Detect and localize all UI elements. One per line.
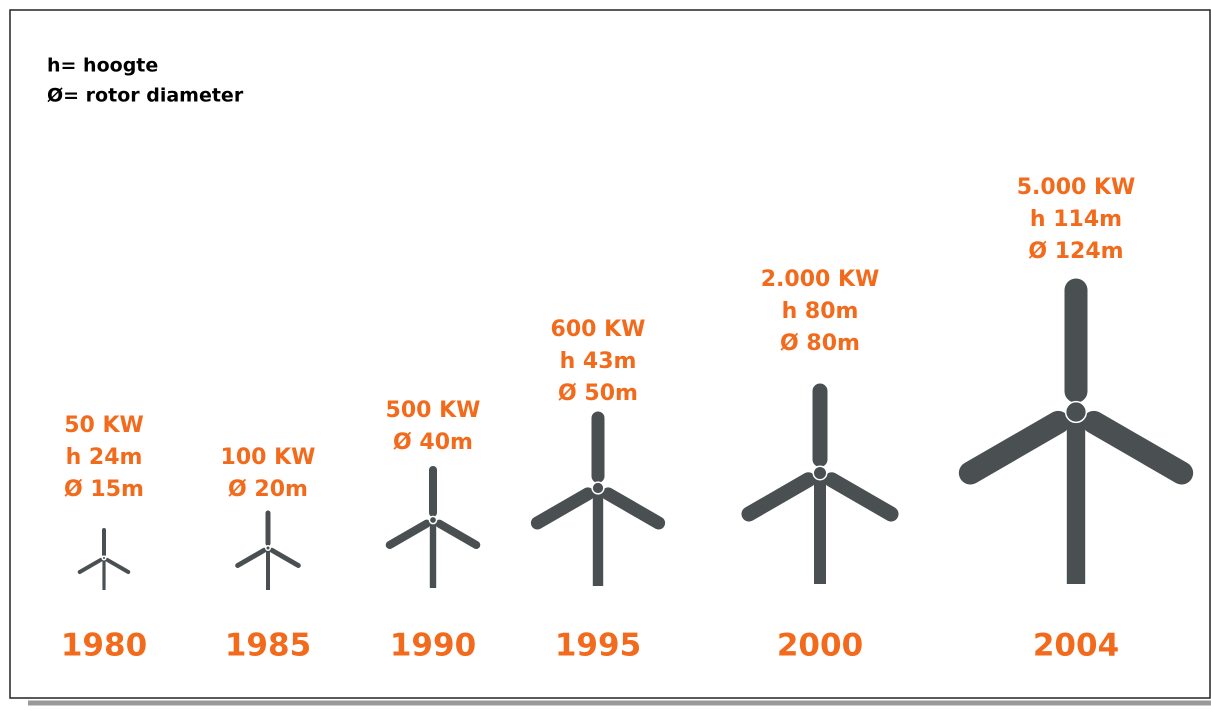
turbine-year: 1990 (390, 628, 476, 664)
legend-line: Ø= rotor diameter (47, 85, 244, 107)
turbine-spec: h 24m (66, 445, 143, 470)
blade (601, 487, 666, 530)
turbine-spec: 2.000 KW (761, 267, 880, 292)
hub (101, 555, 107, 561)
turbine-icon (741, 383, 899, 584)
turbine-spec: 600 KW (551, 317, 646, 342)
hub (591, 481, 605, 495)
hub (812, 465, 828, 481)
turbine-year: 2000 (777, 628, 863, 664)
frame (9, 9, 1211, 699)
turbine-year: 1985 (225, 628, 311, 664)
turbine-year: 1995 (555, 628, 641, 664)
blade (824, 472, 899, 522)
hub (428, 515, 438, 525)
blade (1082, 410, 1194, 485)
legend-line: h= hoogte (47, 55, 158, 77)
turbine-spec: Ø 50m (558, 381, 638, 406)
turbine-icon (385, 466, 481, 588)
turbine-spec: 500 KW (386, 398, 481, 423)
turbine-year: 1980 (61, 628, 147, 664)
blade (435, 519, 481, 549)
blade (105, 557, 131, 574)
blade (958, 410, 1070, 485)
turbine-spec: Ø 40m (393, 430, 473, 455)
blade (269, 547, 301, 568)
turbine-spec: h 80m (782, 299, 859, 324)
blade (530, 487, 595, 530)
turbine-icon (77, 528, 131, 590)
turbine-spec: h 114m (1030, 207, 1122, 232)
turbine-icon (530, 411, 666, 586)
hub (1064, 400, 1088, 424)
turbine-year: 2004 (1033, 628, 1119, 664)
turbine-spec: Ø 20m (228, 477, 308, 502)
blade (741, 472, 816, 522)
turbine-spec: Ø 15m (64, 477, 144, 502)
turbine-spec: 50 KW (64, 413, 144, 438)
blade (235, 547, 267, 568)
blade (77, 557, 103, 574)
turbine-spec: 100 KW (221, 445, 316, 470)
turbine-spec: 5.000 KW (1017, 175, 1136, 200)
turbine-spec: Ø 80m (780, 331, 860, 356)
blade (385, 519, 431, 549)
turbine-icon (958, 278, 1194, 584)
turbine-spec: h 43m (560, 349, 637, 374)
turbine-spec: Ø 124m (1028, 239, 1123, 264)
hub (265, 545, 271, 551)
turbine-icon (235, 510, 301, 590)
